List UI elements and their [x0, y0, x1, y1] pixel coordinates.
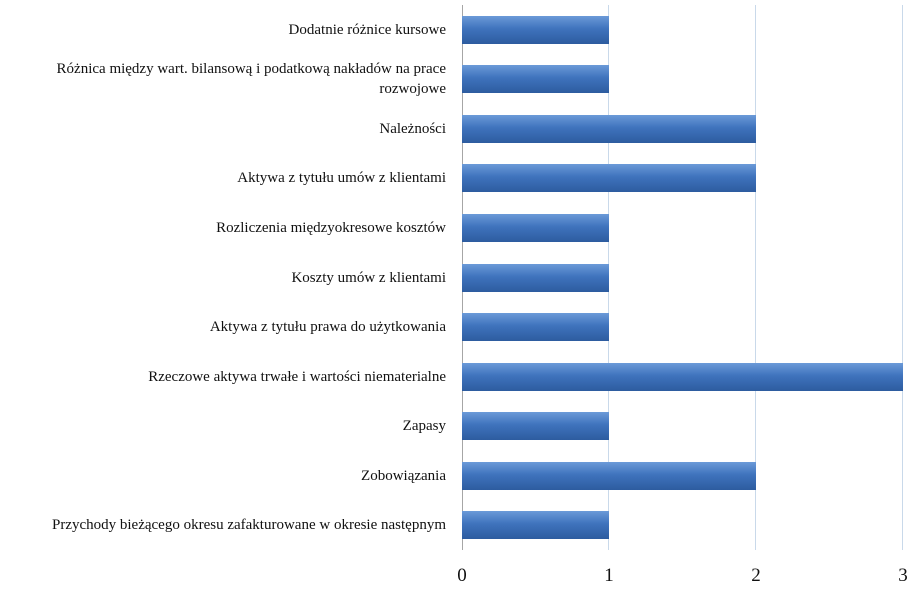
y-tick-label: Zobowiązania — [361, 467, 446, 484]
y-tick-label: Przychody bieżącego okresu zafakturowane… — [51, 517, 446, 534]
y-tick-label: Dodatnie różnice kursowe — [288, 21, 446, 38]
bar — [462, 362, 903, 391]
bar — [462, 313, 609, 342]
y-tick-label: Należności — [379, 120, 446, 137]
y-tick-label: Aktywa z tytułu umów z klientami — [237, 170, 446, 187]
y-tick-label: Aktywa z tytułu prawa do użytkowania — [209, 319, 446, 336]
bar — [462, 412, 609, 441]
y-tick-label: Koszty umów z klientami — [291, 269, 446, 286]
bar — [462, 15, 609, 44]
bar — [462, 65, 609, 94]
bar — [462, 511, 609, 540]
x-tick-label: 0 — [457, 565, 467, 586]
grid-line — [755, 5, 756, 550]
bar — [462, 461, 756, 490]
bar — [462, 263, 609, 292]
y-tick-label: Różnica między wart. bilansową i podatko… — [56, 61, 446, 98]
y-tick-label: Rzeczowe aktywa trwałe i wartości niemat… — [148, 368, 446, 385]
grid-line — [902, 5, 903, 550]
bar — [462, 114, 756, 143]
y-tick-label: Zapasy — [402, 418, 446, 435]
y-tick-label: Rozliczenia międzyokresowe kosztów — [216, 219, 446, 236]
bar — [462, 164, 756, 193]
bar — [462, 213, 609, 242]
x-tick-label: 3 — [898, 565, 908, 586]
x-tick-label: 2 — [751, 565, 761, 586]
x-tick-label: 1 — [604, 565, 614, 586]
